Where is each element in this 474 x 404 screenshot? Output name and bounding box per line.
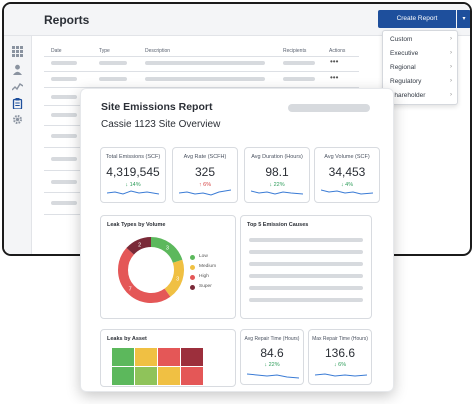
arrow-down-icon: ↓ xyxy=(333,362,337,368)
row-actions-button[interactable]: ••• xyxy=(330,57,339,66)
heatmap-cell[interactable] xyxy=(158,348,180,366)
sidebar xyxy=(4,36,32,254)
donut-slice-label: 7 xyxy=(129,287,132,293)
create-report-button[interactable]: Create Report xyxy=(378,10,456,28)
header-placeholder xyxy=(288,104,370,112)
chevron-right-icon: › xyxy=(450,78,452,84)
heatmap-cell[interactable] xyxy=(181,367,203,385)
legend-label: Medium xyxy=(199,264,217,269)
sparkline xyxy=(315,373,367,377)
sparkline xyxy=(251,190,303,195)
arrow-down-icon: ↓ xyxy=(340,182,344,188)
arrow-down-icon: ↓ xyxy=(264,362,268,368)
create-report-dropdown-toggle[interactable]: ▾ xyxy=(457,10,470,28)
heatmap-cell[interactable] xyxy=(181,348,203,366)
arrow-up-icon: ↑ xyxy=(198,182,202,188)
donut-slice-medium[interactable] xyxy=(164,259,184,297)
chevron-right-icon: › xyxy=(450,92,452,98)
kpi-avg-rate: Avg Rate (SCFH) 325 ↑ 6% xyxy=(172,147,238,203)
user-icon[interactable] xyxy=(12,64,23,75)
page-title: Reports xyxy=(44,13,90,27)
legend-label: Low xyxy=(199,254,208,259)
arrow-down-icon: ↓ xyxy=(269,182,273,188)
menu-item-regulatory[interactable]: Regulatory › xyxy=(390,78,452,85)
site-emissions-report: Site Emissions Report Cassie 1123 Site O… xyxy=(80,88,394,392)
sparkline xyxy=(247,373,299,379)
grid-icon[interactable] xyxy=(12,46,23,57)
sparkline xyxy=(107,190,159,195)
report-title: Site Emissions Report xyxy=(101,101,213,113)
legend-label: Super xyxy=(199,284,212,289)
donut-slice-super[interactable] xyxy=(126,237,152,255)
chevron-right-icon: › xyxy=(450,36,452,42)
sparkline xyxy=(321,189,373,195)
column-actions[interactable]: Actions xyxy=(329,48,346,54)
legend-swatch xyxy=(190,255,195,260)
donut-slice-high[interactable] xyxy=(118,247,171,303)
column-recipients[interactable]: Recipients xyxy=(283,48,307,54)
legend-swatch xyxy=(190,265,195,270)
leaks-by-asset-panel: Leaks by Asset xyxy=(100,329,236,387)
kpi-avg-repair-time: Avg Repair Time (Hours) 84.6 ↓ 22% xyxy=(240,329,304,385)
donut-slice-label: 3 xyxy=(166,245,169,251)
column-date[interactable]: Date xyxy=(51,48,62,54)
menu-item-executive[interactable]: Executive › xyxy=(390,50,452,57)
kpi-avg-volume: Avg Volume (SCF) 34,453 ↓ 4% xyxy=(314,147,380,203)
legend-swatch xyxy=(190,275,195,280)
asset-heatmap xyxy=(112,348,224,386)
kpi-total-emissions: Total Emissions (SCF) 4,319,545 ↓ 14% xyxy=(100,147,166,203)
heatmap-cell[interactable] xyxy=(135,367,157,385)
donut-slice-label: 3 xyxy=(176,277,179,283)
heatmap-cell[interactable] xyxy=(135,348,157,366)
donut-slice-label: 2 xyxy=(138,242,141,248)
table-divider xyxy=(44,56,359,57)
menu-item-shareholder[interactable]: Shareholder › xyxy=(390,92,452,99)
panel-title: Top 5 Emission Causes xyxy=(247,222,309,228)
panel-title: Leak Types by Volume xyxy=(107,222,166,228)
clipboard-icon[interactable] xyxy=(12,98,23,109)
heatmap-cell[interactable] xyxy=(158,367,180,385)
leak-types-donut-chart: 3 3 7 2 xyxy=(118,237,184,303)
report-subtitle: Cassie 1123 Site Overview xyxy=(101,119,221,130)
donut-slice-low[interactable] xyxy=(150,237,183,264)
menu-item-regional[interactable]: Regional › xyxy=(390,64,452,71)
legend-swatch xyxy=(190,285,195,290)
column-description[interactable]: Description xyxy=(145,48,171,54)
create-report-menu: Custom › Executive › Regional › Regulatory ›… xyxy=(382,30,458,105)
row-actions-button[interactable]: ••• xyxy=(330,73,339,82)
kpi-avg-duration: Avg Duration (Hours) 98.1 ↓ 22% xyxy=(244,147,310,203)
panel-title: Leaks by Asset xyxy=(107,336,147,342)
chevron-right-icon: › xyxy=(450,64,452,70)
leak-types-panel: Leak Types by Volume 3 3 7 2 Low Medium Hig… xyxy=(100,215,236,319)
legend-label: High xyxy=(199,274,209,279)
app-header: Reports Create Report ▾ xyxy=(4,4,470,36)
chevron-right-icon: › xyxy=(450,50,452,56)
kpi-max-repair-time: Max Repair Time (Hours) 136.6 ↓ 6% xyxy=(308,329,372,385)
column-type[interactable]: Type xyxy=(99,48,110,54)
activity-icon[interactable] xyxy=(12,82,23,93)
heatmap-cell[interactable] xyxy=(112,348,134,366)
menu-item-custom[interactable]: Custom › xyxy=(390,36,452,43)
top-emission-causes-panel: Top 5 Emission Causes xyxy=(240,215,372,319)
sparkline xyxy=(179,189,231,196)
arrow-down-icon: ↓ xyxy=(125,182,129,188)
gear-icon[interactable] xyxy=(12,114,23,125)
heatmap-cell[interactable] xyxy=(112,367,134,385)
